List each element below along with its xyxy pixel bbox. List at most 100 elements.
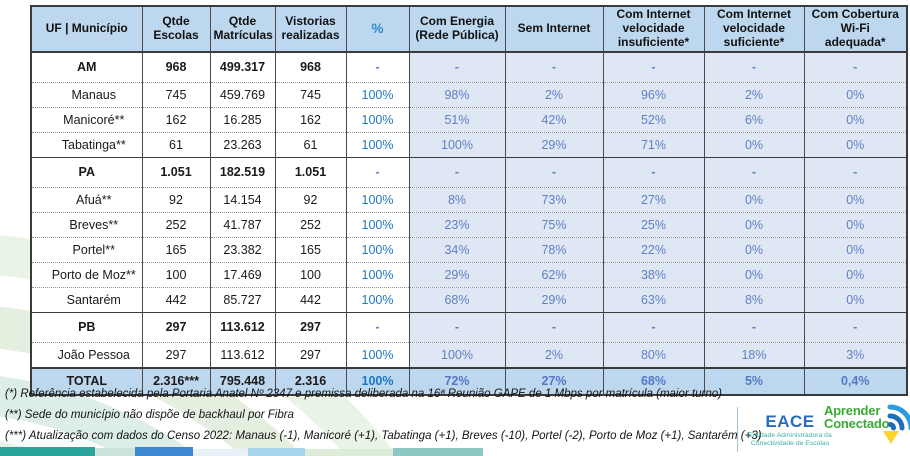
table-cell: 61 — [274, 132, 346, 158]
table-cell: 100% — [345, 287, 409, 313]
eace-wordmark: EACE — [765, 412, 815, 431]
table-cell: 2.316 — [274, 367, 346, 395]
table-cell: 2% — [504, 82, 603, 108]
table-cell: 96% — [602, 82, 704, 108]
table-cell: - — [703, 51, 804, 83]
table-cell: 100% — [408, 132, 505, 158]
table-row-pa: PA 1.051 182.519 1.051- - - - - - — [31, 157, 907, 188]
table-cell: 100% — [345, 212, 409, 238]
row-label: Manaus — [31, 82, 142, 108]
table-row-tabatinga-: Tabatinga** 61 23.263 61 100% 100% 29% 71% 0% 0% — [31, 132, 907, 158]
table-cell: 100 — [274, 262, 346, 288]
table-cell: 3% — [803, 342, 907, 368]
table-cell: 113.612 — [209, 342, 275, 368]
table-row-am: AM 968 499.317 968- - - - - - — [31, 51, 907, 83]
table-cell: 8% — [408, 187, 505, 213]
column-header-6: Sem Internet — [504, 6, 603, 53]
table-cell: 0% — [803, 187, 907, 213]
table-cell: 42% — [504, 107, 603, 133]
table-cell: 29% — [504, 132, 603, 158]
table-cell: 98% — [408, 82, 505, 108]
table-cell: 14.154 — [209, 187, 275, 213]
eace-logo: EACE Entidade Administradora da Conectiv… — [746, 413, 834, 449]
table-cell: 23% — [408, 212, 505, 238]
table-cell: 41.787 — [209, 212, 275, 238]
table-cell: 0% — [803, 212, 907, 238]
table-cell: 0% — [703, 187, 804, 213]
aprender-logo-line2: Conectado — [824, 416, 890, 432]
table-cell: 100% — [345, 132, 409, 158]
table-cell: 68% — [602, 367, 704, 395]
table-cell: 85.727 — [209, 287, 275, 313]
table-cell: 5% — [703, 367, 804, 395]
row-label: PA — [31, 157, 142, 188]
table-cell: 68% — [408, 287, 505, 313]
table-cell: 252 — [274, 212, 346, 238]
table-cell: 62% — [504, 262, 603, 288]
table-cell: 2% — [504, 342, 603, 368]
table-cell: - — [408, 157, 505, 188]
table-cell: 92 — [274, 187, 346, 213]
table-cell: 252 — [141, 212, 210, 238]
table-cell: 459.769 — [209, 82, 275, 108]
table-cell: 1.051 — [141, 157, 210, 188]
table-cell: 165 — [141, 237, 210, 263]
table-cell: 0% — [703, 262, 804, 288]
table-cell: 0% — [803, 82, 907, 108]
table-row-jo-o-pessoa: João Pessoa 297 113.612 297 100% 100% 2% 80% 18%… — [31, 342, 907, 368]
eace-tagline-line2: Conectividade de Escolas — [750, 440, 830, 448]
table-cell: - — [602, 312, 704, 343]
column-header-5: Com Energia (Rede Pública) — [408, 6, 505, 53]
footnote-2: (**) Sede do município não dispõe de bac… — [5, 409, 294, 421]
table-cell: 23.263 — [209, 132, 275, 158]
column-header-1: Qtde Escolas — [141, 6, 210, 53]
table-cell: 73% — [504, 187, 603, 213]
table-cell: 162 — [274, 107, 346, 133]
table-cell: 100% — [408, 342, 505, 368]
wifi-signal-icon — [883, 404, 910, 444]
table-cell: 968 — [141, 51, 210, 83]
watermark-bottom-band — [0, 446, 500, 456]
table-row-manicor-: Manicoré** 162 16.285 162 100% 51% 42% 52% 6% 0% — [31, 107, 907, 133]
table-cell: 22% — [602, 237, 704, 263]
table-cell: 16.285 — [209, 107, 275, 133]
table-cell: 795.448 — [209, 367, 275, 395]
footnote-1: (*) Referência estabelecida pela Portari… — [5, 388, 722, 400]
table-cell: 18% — [703, 342, 804, 368]
table-cell: - — [602, 51, 704, 83]
table-cell: 0% — [703, 212, 804, 238]
table-row-total: TOTAL 2.316*** 795.448 2.316 100% 72% 27% 68% 5%… — [31, 367, 907, 395]
table-cell: 38% — [602, 262, 704, 288]
table-row-manaus: Manaus 745 459.769 745 100% 98% 2% 96% 2% 0% — [31, 82, 907, 108]
table-cell: 2.316*** — [141, 367, 210, 395]
table-cell: 0% — [803, 287, 907, 313]
table-cell: 51% — [408, 107, 505, 133]
footnote-3: (***) Atualização com dados do Censo 202… — [5, 430, 762, 442]
table-cell: 75% — [504, 212, 603, 238]
row-label: João Pessoa — [31, 342, 142, 368]
table-cell: 100 — [141, 262, 210, 288]
table-cell: 23.382 — [209, 237, 275, 263]
table-cell: 182.519 — [209, 157, 275, 188]
column-header-4: % — [345, 6, 409, 53]
table-cell: - — [602, 157, 704, 188]
table-cell: - — [803, 312, 907, 343]
table-cell: 72% — [408, 367, 505, 395]
connectivity-table-wrap: UF | Município Qtde Escolas Qtde Matrícula… — [30, 5, 908, 396]
table-cell: 92 — [141, 187, 210, 213]
table-cell: 100% — [345, 342, 409, 368]
table-cell: 8% — [703, 287, 804, 313]
table-cell: 442 — [141, 287, 210, 313]
column-header-0: UF | Município — [31, 6, 142, 53]
table-cell: 0% — [803, 107, 907, 133]
row-label: Breves** — [31, 212, 142, 238]
table-cell: 0% — [803, 132, 907, 158]
table-cell: 29% — [408, 262, 505, 288]
table-cell: - — [345, 157, 409, 188]
table-cell: 17.469 — [209, 262, 275, 288]
table-cell: 442 — [274, 287, 346, 313]
table-cell: 0% — [703, 237, 804, 263]
table-cell: 100% — [345, 262, 409, 288]
table-cell: 0% — [803, 262, 907, 288]
